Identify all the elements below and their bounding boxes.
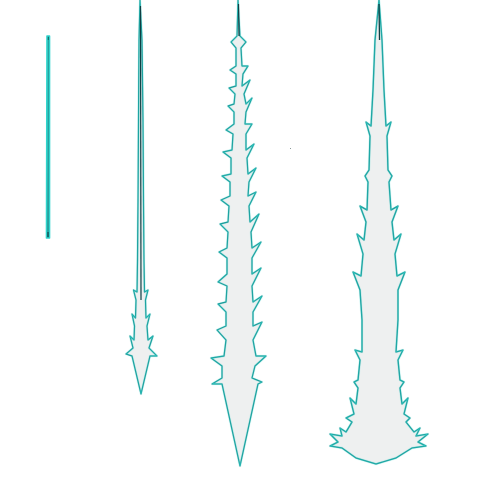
spike-stage-2-shape <box>125 0 158 395</box>
spike-stage-3-core <box>237 3 240 37</box>
stray-pixel <box>290 148 291 149</box>
spike-stage-2-glow <box>125 0 158 395</box>
spike-stage-3-glow <box>210 0 267 467</box>
thin-needle-icon <box>45 35 51 239</box>
spike-stage-1-highlight <box>47 40 49 232</box>
spike-stage-3-shape <box>210 0 267 467</box>
spike-stage-4-shape <box>329 0 429 465</box>
spike-stage-2-core <box>139 5 142 301</box>
spike-stage-4-glow <box>329 0 429 465</box>
ice-pillar-icon <box>329 0 429 465</box>
spike-stage-4-core <box>378 3 381 41</box>
arrow-needle-icon <box>125 0 158 395</box>
thorned-arrow-icon <box>210 0 267 467</box>
